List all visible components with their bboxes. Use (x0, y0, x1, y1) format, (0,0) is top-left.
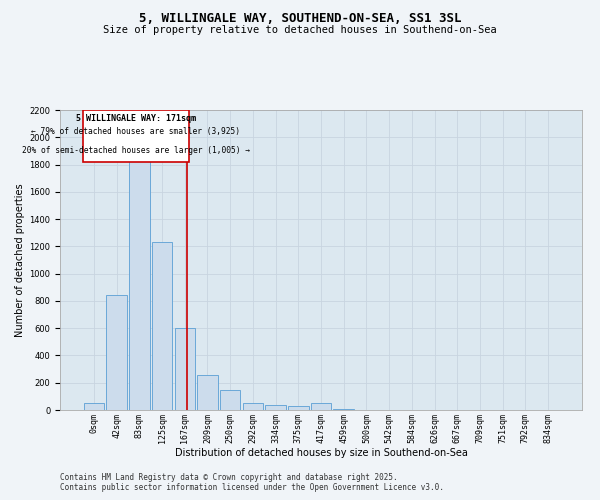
Bar (265, 405, 286, 410)
Bar (106, 296, 127, 410)
Text: ← 79% of detached houses are smaller (3,925): ← 79% of detached houses are smaller (3,… (31, 128, 240, 136)
Text: 20% of semi-detached houses are larger (1,005) →: 20% of semi-detached houses are larger (… (22, 146, 250, 154)
Text: 5 WILLINGALE WAY: 171sqm: 5 WILLINGALE WAY: 171sqm (76, 114, 196, 124)
Bar (175, 328, 195, 410)
Bar (242, 403, 263, 410)
X-axis label: Distribution of detached houses by size in Southend-on-Sea: Distribution of detached houses by size … (175, 448, 467, 458)
Text: 5, WILLINGALE WAY, SOUTHEND-ON-SEA, SS1 3SL: 5, WILLINGALE WAY, SOUTHEND-ON-SEA, SS1 … (139, 12, 461, 26)
Bar (220, 390, 241, 410)
Bar (152, 242, 172, 410)
Bar (129, 155, 149, 410)
Text: Contains HM Land Registry data © Crown copyright and database right 2025.: Contains HM Land Registry data © Crown c… (60, 474, 398, 482)
Bar (197, 374, 218, 410)
Bar (311, 402, 331, 410)
Bar (83, 110, 189, 162)
Text: Contains public sector information licensed under the Open Government Licence v3: Contains public sector information licen… (60, 484, 444, 492)
Bar (84, 403, 104, 410)
Text: Size of property relative to detached houses in Southend-on-Sea: Size of property relative to detached ho… (103, 25, 497, 35)
Bar (288, 406, 308, 410)
Y-axis label: Number of detached properties: Number of detached properties (15, 183, 25, 337)
